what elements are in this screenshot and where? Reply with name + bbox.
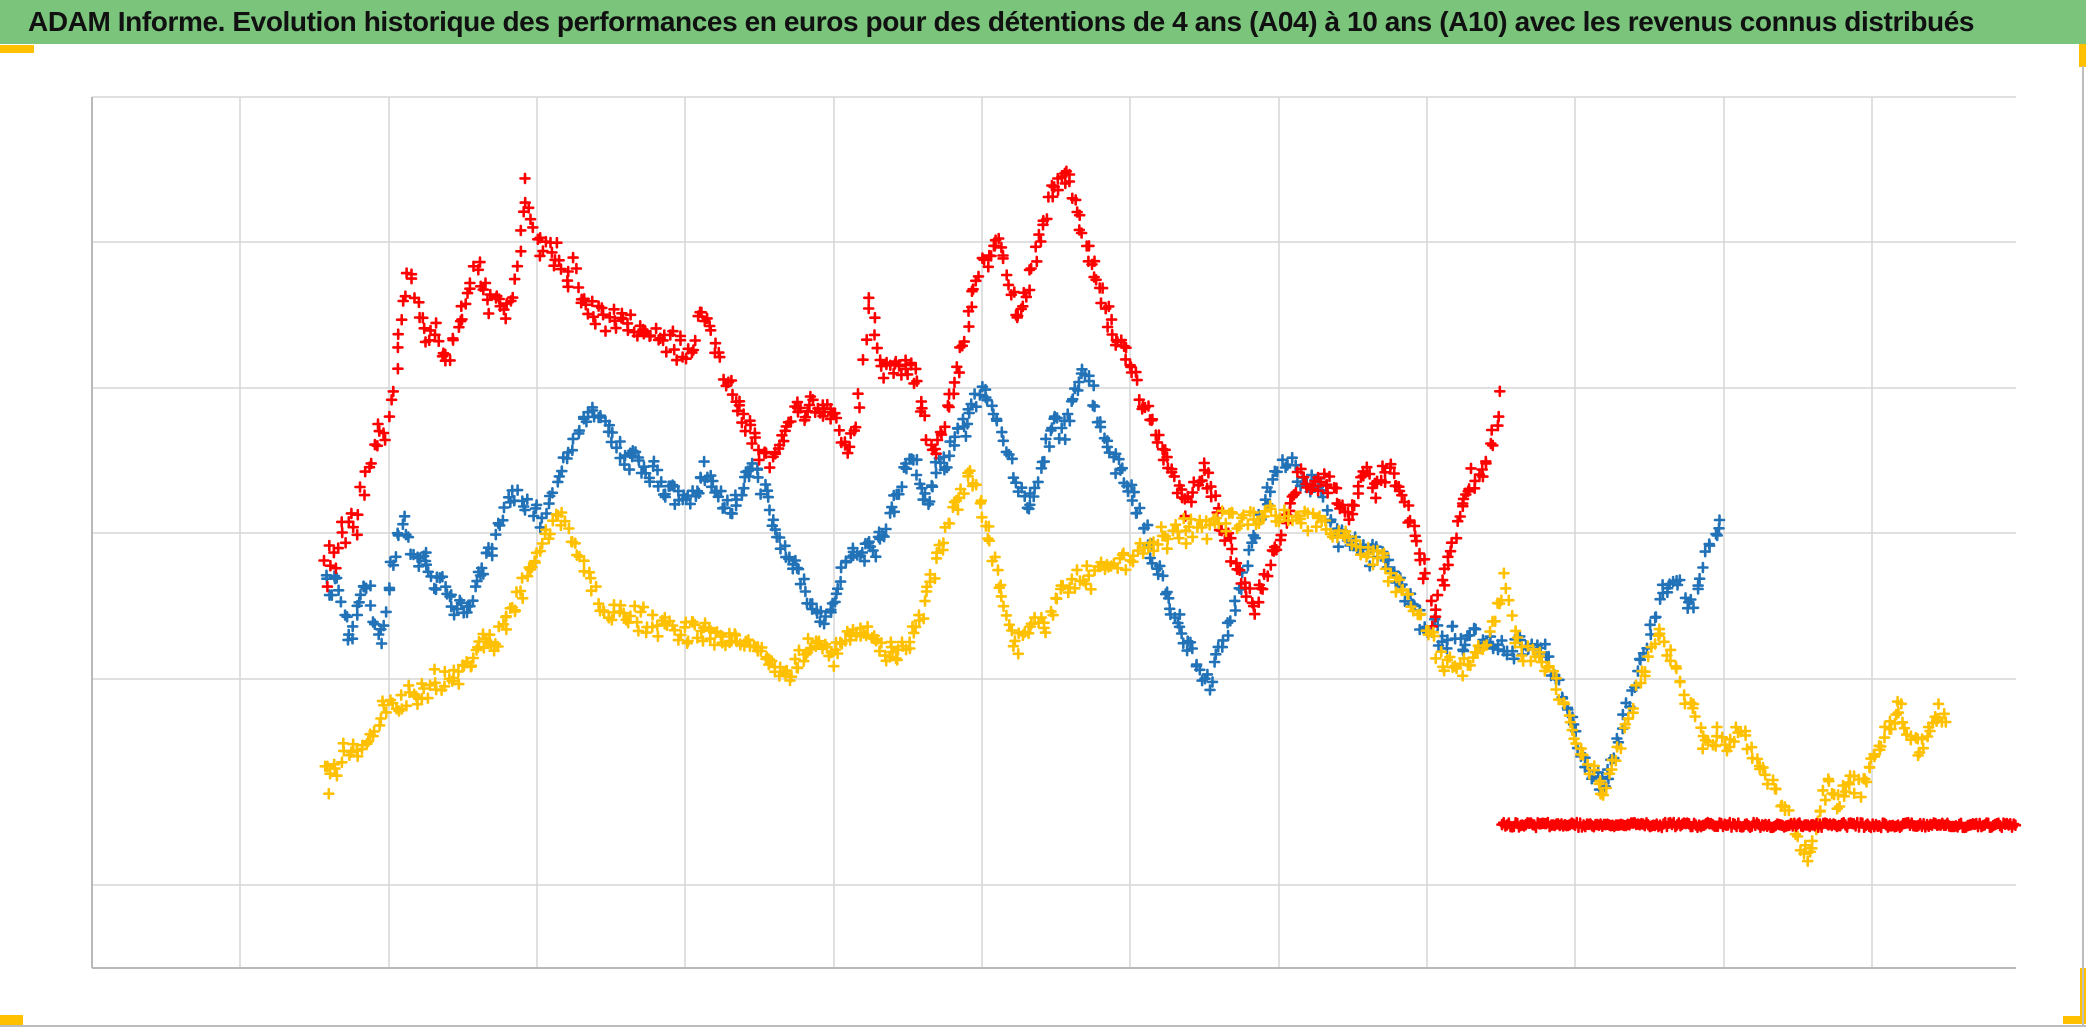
plot-gridlines — [91, 96, 2016, 968]
window-border — [2082, 66, 2084, 1026]
window-border — [0, 1025, 2086, 1027]
corner-accent — [0, 45, 34, 53]
series-red — [318, 165, 1506, 633]
series-blue — [320, 363, 1726, 796]
series-yellow — [319, 464, 1952, 867]
corner-accent — [2079, 44, 2086, 67]
corner-accent — [0, 1015, 23, 1026]
page-title: ADAM Informe. Evolution historique des p… — [28, 6, 1975, 37]
plot-border — [91, 97, 2016, 969]
header-banner: ADAM Informe. Evolution historique des p… — [0, 0, 2086, 44]
red-flat-line-markers — [1496, 816, 2022, 834]
corner-accent — [2063, 1016, 2086, 1024]
